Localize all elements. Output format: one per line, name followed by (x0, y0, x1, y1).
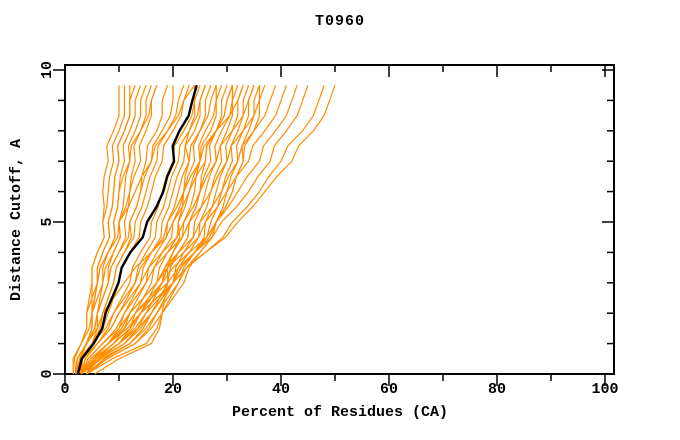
x-tick-label: 60 (380, 381, 398, 398)
model-curve (80, 84, 185, 375)
x-tick-label: 20 (164, 381, 182, 398)
model-curve (86, 85, 217, 375)
model-curve (80, 84, 287, 375)
x-tick-label: 100 (591, 381, 618, 398)
model-curve (80, 84, 266, 375)
chart-title: T0960 (314, 13, 365, 30)
model-curve (80, 84, 255, 375)
model-curve (75, 84, 244, 375)
model-curve (80, 84, 336, 375)
x-axis-label: Percent of Residues (CA) (231, 404, 449, 421)
model-curve (80, 84, 206, 375)
highlight-model-curve (76, 84, 198, 375)
model-curve (75, 84, 233, 375)
model-curve (75, 84, 190, 375)
model-curve (86, 85, 233, 375)
model-curve (86, 84, 325, 375)
model-curve (80, 84, 250, 375)
y-axis-label: Distance Cutoff, A (8, 138, 25, 302)
model-curve (86, 84, 244, 375)
model-curve (86, 84, 277, 375)
plot-frame (64, 64, 615, 375)
model-curve (80, 84, 201, 375)
y-tick-label: 10 (39, 61, 56, 79)
x-tick-label: 80 (488, 381, 506, 398)
x-tick-label: 0 (60, 381, 69, 398)
model-curve (73, 84, 136, 375)
model-curve (79, 84, 142, 375)
y-tick-label: 5 (39, 217, 56, 226)
model-curve (75, 85, 174, 375)
model-curve (72, 84, 196, 374)
y-tick-label: 0 (39, 369, 56, 378)
model-curve (80, 84, 309, 375)
x-tick-label: 40 (272, 381, 290, 398)
